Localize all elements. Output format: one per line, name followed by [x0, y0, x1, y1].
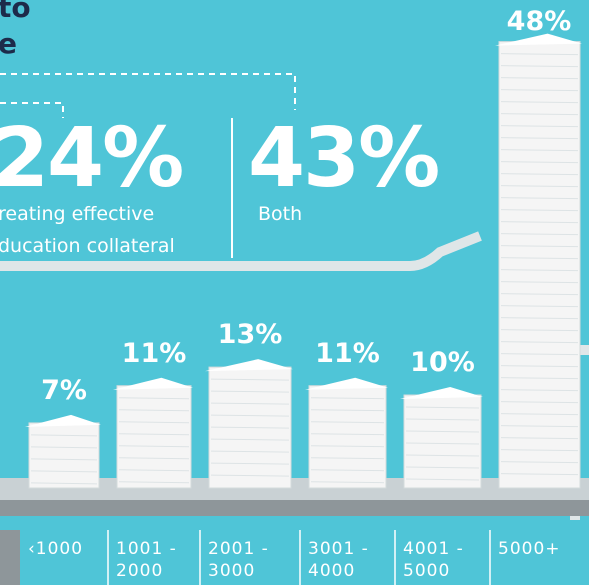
paper-stack	[309, 386, 386, 488]
top-sheet	[400, 387, 483, 399]
top-sheet	[205, 359, 293, 371]
decor	[0, 0, 589, 585]
shelf-base	[0, 500, 589, 516]
x-tick-label: 4001 - 5000	[403, 538, 488, 582]
x-tick-label: ‹1000	[28, 538, 106, 560]
stat-label: ducation collateral	[0, 231, 175, 261]
value-label: 48%	[489, 6, 589, 37]
value-label: 11%	[298, 338, 398, 369]
stat-value: 24%	[0, 118, 182, 200]
value-label: 13%	[200, 319, 300, 350]
value-label: 11%	[104, 338, 204, 369]
paper-stack	[29, 423, 99, 488]
infographic: to e 24% reating effective ducation coll…	[0, 0, 589, 585]
stat-value: 43%	[248, 118, 438, 200]
x-tick-label: 3001 - 4000	[308, 538, 393, 582]
x-tick-label: 5000+	[498, 538, 587, 560]
x-tick-label: 1001 - 2000	[116, 538, 198, 582]
label-block	[0, 530, 20, 585]
x-tick-label: 2001 - 3000	[208, 538, 298, 582]
stat-label: Both	[258, 199, 302, 229]
top-sheet	[305, 378, 388, 390]
value-label: 7%	[14, 375, 114, 406]
stat-label: reating effective	[0, 199, 154, 229]
paper-stack	[117, 386, 191, 488]
header-fragment: e	[0, 30, 17, 58]
paper-stack	[404, 395, 481, 488]
top-sheet	[113, 378, 193, 390]
dashed-connector	[0, 74, 295, 110]
header-fragment: to	[0, 0, 31, 22]
value-label: 10%	[393, 347, 493, 378]
top-sheet	[25, 415, 101, 427]
paper-stack	[499, 42, 580, 488]
